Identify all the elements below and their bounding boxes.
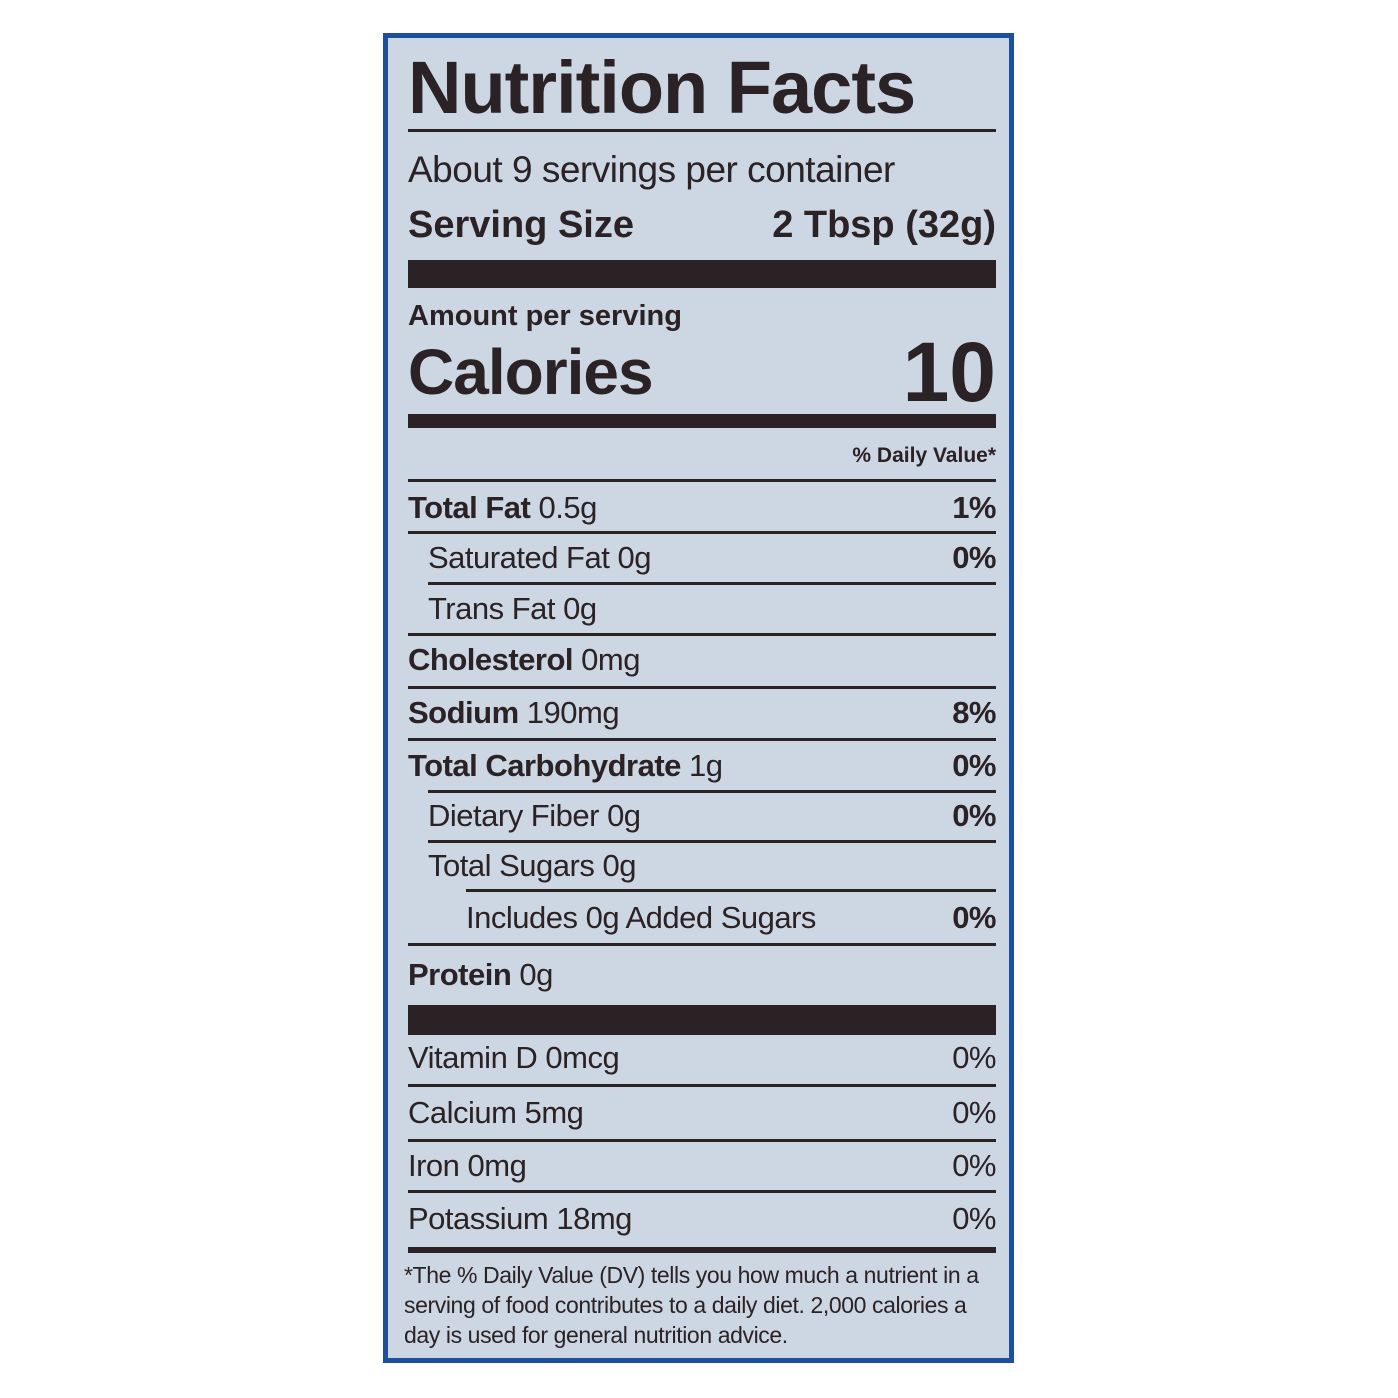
nutrient-label: Cholesterol 0mg xyxy=(408,642,640,678)
divider xyxy=(408,531,996,534)
vitamin-name: Iron 0mg xyxy=(408,1148,527,1183)
divider xyxy=(428,790,996,793)
vitamin-row: Calcium 5mg 0% xyxy=(408,1091,996,1135)
thick-divider xyxy=(408,260,996,288)
vitamin-name: Potassium 18mg xyxy=(408,1201,632,1236)
nutrient-row: Saturated Fat 0g 0% xyxy=(408,536,996,580)
divider xyxy=(408,129,996,132)
nutrient-name: Sodium xyxy=(408,695,519,730)
nutrient-name: Includes 0g Added Sugars xyxy=(466,900,816,935)
nutrient-label: Saturated Fat 0g xyxy=(408,540,651,576)
nutrient-label: Includes 0g Added Sugars xyxy=(408,900,816,936)
nutrient-row: Dietary Fiber 0g 0% xyxy=(408,794,996,838)
nutrient-row: Total Carbohydrate 1g 0% xyxy=(408,744,996,788)
footnote: *The % Daily Value (DV) tells you how mu… xyxy=(404,1262,979,1348)
nutrient-amount: 0.5g xyxy=(538,490,598,525)
nutrient-name: Dietary Fiber xyxy=(428,798,599,833)
divider xyxy=(408,479,996,482)
nutrient-amount: 0g xyxy=(563,591,597,626)
nutrient-row: Includes 0g Added Sugars 0% xyxy=(408,896,996,940)
divider xyxy=(428,840,996,843)
nutrient-amount: 0g xyxy=(607,798,641,833)
nutrient-label: Dietary Fiber 0g xyxy=(408,798,641,834)
vitamin-name: Calcium 5mg xyxy=(408,1095,584,1130)
vitamin-row: Potassium 18mg 0% xyxy=(408,1197,996,1241)
nutrient-amount: 0g xyxy=(617,540,651,575)
nutrient-row: Protein 0g xyxy=(408,953,996,997)
vitamin-row: Vitamin D 0mcg 0% xyxy=(408,1036,996,1080)
nutrient-name: Saturated Fat xyxy=(428,540,610,575)
vitamin-daily-value: 0% xyxy=(952,1095,996,1130)
nutrient-label: Total Sugars 0g xyxy=(408,848,636,884)
nutrient-name: Total Fat xyxy=(408,490,531,525)
nutrient-label: Total Fat 0.5g xyxy=(408,490,597,526)
divider xyxy=(428,582,996,585)
nutrient-name: Total Carbohydrate xyxy=(408,748,681,783)
serving-size-value: 2 Tbsp (32g) xyxy=(772,204,996,246)
nutrient-row: Cholesterol 0mg xyxy=(408,638,996,682)
serving-size: Serving Size 2 Tbsp (32g) xyxy=(408,202,996,248)
nutrient-row: Trans Fat 0g xyxy=(408,587,996,631)
nutrient-row: Total Fat 0.5g 1% xyxy=(408,486,996,530)
nutrient-row: Sodium 190mg 8% xyxy=(408,691,996,735)
thick-divider xyxy=(408,1005,996,1035)
thick-divider xyxy=(408,414,996,428)
nutrient-daily-value: 0% xyxy=(952,540,996,575)
vitamin-name: Vitamin D 0mcg xyxy=(408,1040,620,1075)
nutrient-daily-value: 0% xyxy=(952,748,996,783)
label-title: Nutrition Facts xyxy=(408,46,916,129)
divider xyxy=(408,1139,996,1142)
nutrient-amount: 0mg xyxy=(581,642,640,677)
vitamin-daily-value: 0% xyxy=(952,1201,996,1236)
divider xyxy=(408,738,996,741)
nutrient-daily-value: 1% xyxy=(952,490,996,525)
vitamin-daily-value: 0% xyxy=(952,1040,996,1075)
divider xyxy=(408,686,996,689)
nutrient-label: Protein 0g xyxy=(408,957,553,993)
vitamin-row: Iron 0mg 0% xyxy=(408,1144,996,1188)
nutrient-amount: 190mg xyxy=(526,695,620,730)
nutrient-label: Total Carbohydrate 1g xyxy=(408,748,723,784)
nutrient-label: Trans Fat 0g xyxy=(408,591,597,627)
daily-value-header: % Daily Value* xyxy=(852,444,996,467)
nutrient-amount: 0g xyxy=(602,848,636,883)
divider xyxy=(408,1084,996,1087)
calories-row: Calories 10 xyxy=(408,325,996,419)
divider xyxy=(408,633,996,636)
divider xyxy=(408,1190,996,1193)
vitamin-daily-value: 0% xyxy=(952,1148,996,1183)
serving-size-label: Serving Size xyxy=(408,204,634,246)
nutrient-daily-value: 0% xyxy=(952,900,996,935)
nutrient-name: Cholesterol xyxy=(408,642,574,677)
amount-per-serving: Amount per serving xyxy=(408,300,682,332)
thick-divider xyxy=(408,1247,996,1253)
nutrient-daily-value: 8% xyxy=(952,695,996,730)
nutrient-amount: 0g xyxy=(519,957,553,992)
nutrient-row: Total Sugars 0g xyxy=(408,844,996,888)
nutrient-daily-value: 0% xyxy=(952,798,996,833)
nutrient-name: Trans Fat xyxy=(428,591,556,626)
nutrient-amount: 1g xyxy=(689,748,723,783)
nutrient-name: Total Sugars xyxy=(428,848,595,883)
divider xyxy=(466,889,996,892)
nutrient-label: Sodium 190mg xyxy=(408,695,620,731)
calories-value: 10 xyxy=(902,324,996,419)
servings-per-container: About 9 servings per container xyxy=(408,149,895,190)
divider xyxy=(408,943,996,946)
calories-label: Calories xyxy=(408,336,654,408)
nutrient-name: Protein xyxy=(408,957,512,992)
